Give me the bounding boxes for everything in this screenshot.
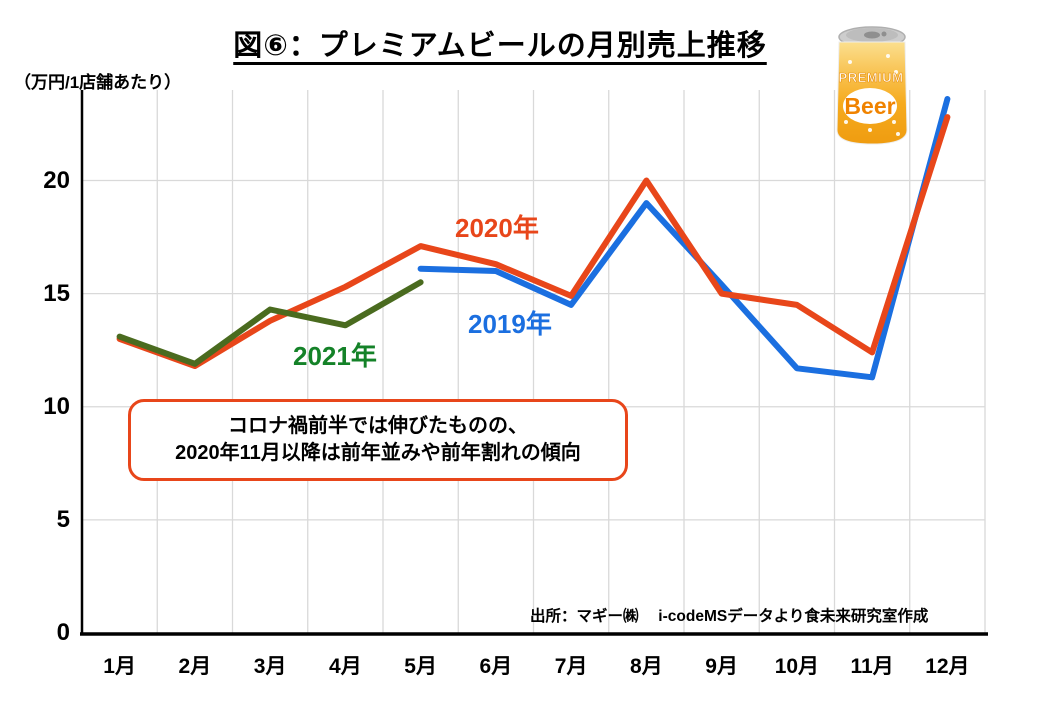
- y-tick-label: 0: [56, 619, 70, 646]
- series-label-2020: 2020年: [455, 213, 539, 243]
- x-axis-label: 1月: [103, 655, 136, 678]
- x-axis-label: 6月: [479, 655, 513, 678]
- x-axis-label: 9月: [705, 655, 738, 678]
- beer-can-beer-text: Beer: [844, 93, 895, 119]
- axes: [80, 90, 988, 636]
- beer-can-body: [836, 41, 908, 145]
- source-note: 出所：マギー㈱ i-codeMSデータより食未来研究室作成: [530, 608, 929, 625]
- series-line-2019年: [417, 96, 951, 381]
- series-label-2019: 2019年: [468, 309, 552, 339]
- gridlines: [82, 90, 986, 633]
- x-axis-label: 10月: [774, 655, 820, 678]
- x-axis-label: 4月: [329, 655, 362, 678]
- x-axis-label: 11月: [850, 655, 894, 678]
- x-axis-label: 2月: [178, 655, 212, 678]
- annotation-callout: コロナ禍前半では伸びたものの、 2020年11月以降は前年並みや前年割れの傾向: [128, 399, 628, 481]
- annotation-text-line2: 2020年11月以降は前年並みや前年割れの傾向: [175, 442, 581, 464]
- series-line-2020年: [116, 114, 951, 369]
- annotation-text-line1: コロナ禍前半では伸びたものの、: [228, 415, 528, 437]
- beer-can-premium-text: PREMIUM: [839, 70, 904, 85]
- y-tick-label: 20: [43, 166, 70, 194]
- y-tick-label: 15: [43, 279, 70, 307]
- beer-can-illustration: PREMIUM Beer: [836, 26, 908, 145]
- chart-title: 図⑥：プレミアムビールの月別売上推移: [233, 30, 767, 62]
- series-lines: [116, 96, 951, 381]
- series-line-2021年: [116, 279, 424, 367]
- x-axis-label: 8月: [630, 655, 663, 678]
- y-axis-unit-label: （万円/1店舗あたり）: [14, 73, 182, 92]
- y-tick-label: 5: [56, 505, 70, 533]
- y-tick-label: 10: [43, 392, 70, 420]
- series-label-2021: 2021年: [293, 341, 377, 371]
- x-axis-label: 12月: [925, 655, 970, 678]
- x-axis-label: 5月: [404, 655, 437, 678]
- x-axis-label: 7月: [554, 655, 588, 678]
- x-axis-label: 3月: [253, 655, 287, 678]
